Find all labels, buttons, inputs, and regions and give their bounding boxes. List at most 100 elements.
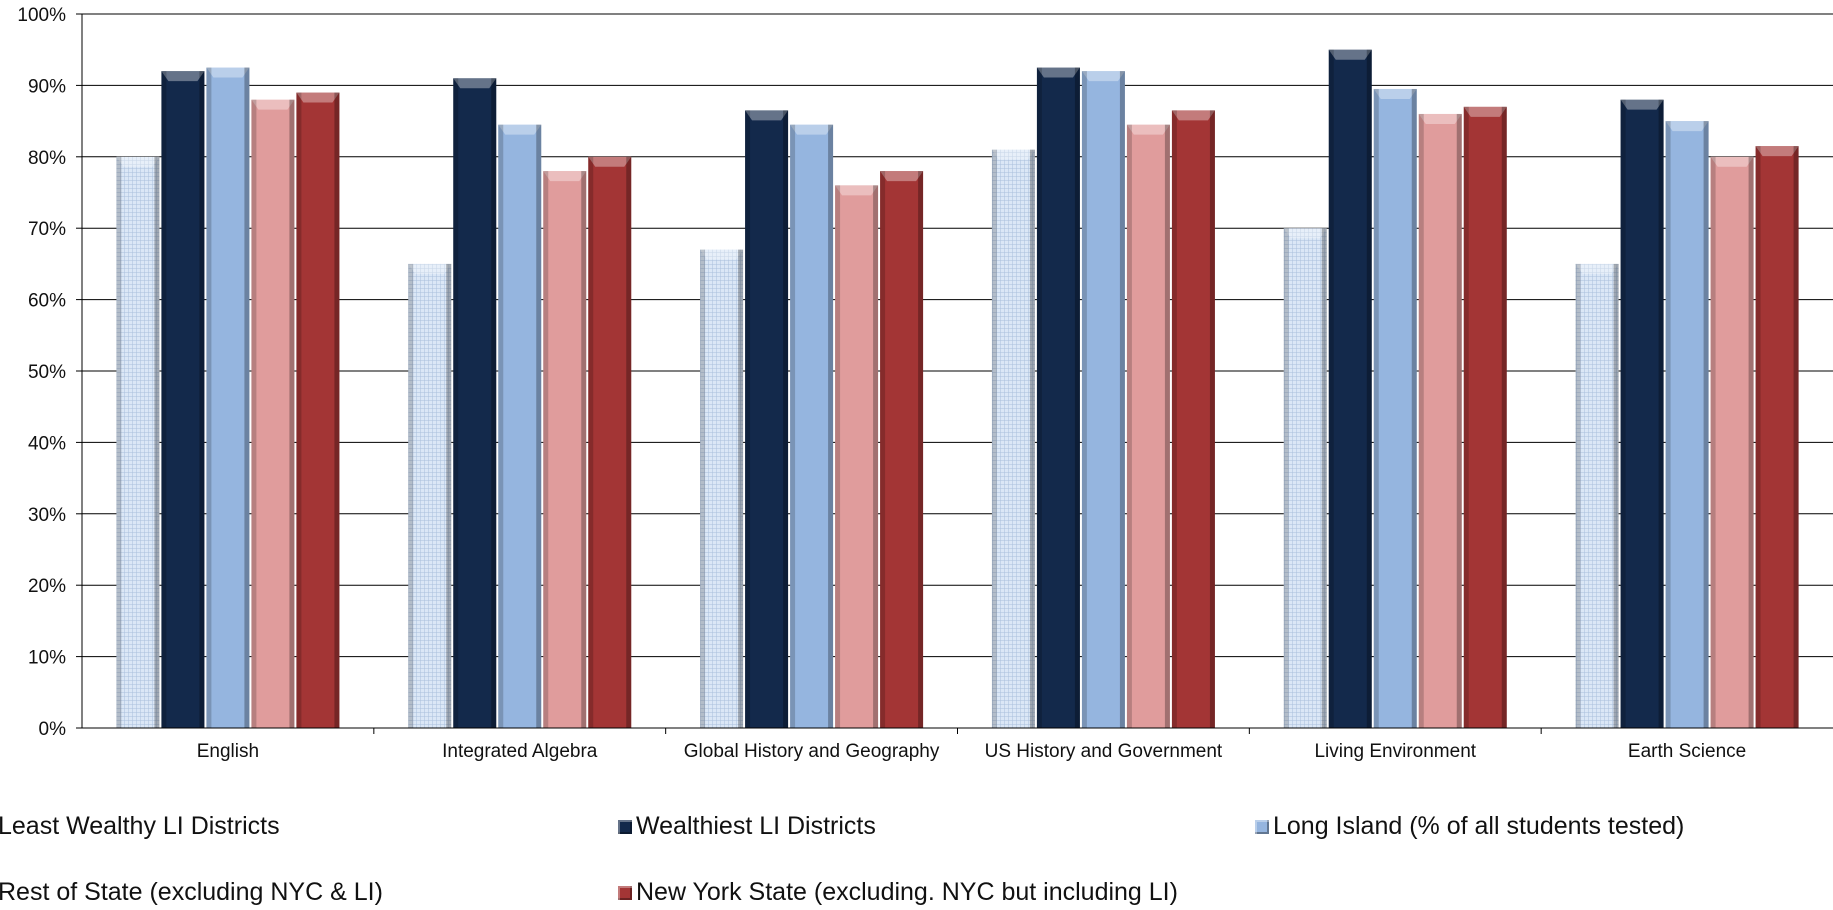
bar-body — [1418, 113, 1462, 728]
x-tick-label: Integrated Algebra — [442, 741, 598, 762]
bar-bevel-top — [1283, 228, 1327, 239]
bar-bevel-top — [543, 171, 587, 182]
bar-bevel-left — [1463, 106, 1469, 728]
bar-body — [1081, 71, 1125, 729]
bar-body — [296, 92, 340, 729]
bar-bevel-top — [1171, 110, 1215, 121]
y-tick-label: 30% — [28, 505, 66, 526]
bar-body — [1171, 110, 1215, 728]
bar-bevel-left — [116, 156, 122, 729]
bar-bevel-left — [1418, 113, 1424, 728]
y-tick-label: 50% — [28, 362, 66, 383]
bar — [1328, 49, 1372, 728]
chart-legend: Least Wealthy LI Districts Wealthiest LI … — [0, 800, 1833, 910]
legend-item: Rest of State (excluding NYC & LI) — [0, 878, 383, 907]
bar-body — [161, 71, 205, 729]
bar-bevel-right — [873, 185, 879, 729]
bar — [1755, 146, 1799, 729]
bar — [206, 67, 250, 729]
bar — [790, 124, 834, 729]
bar-bevel-right — [1074, 67, 1080, 729]
bar-bevel-right — [1456, 113, 1462, 728]
bar-body — [498, 124, 542, 729]
bar-body — [408, 263, 452, 728]
bar-bevel-right — [154, 156, 160, 729]
bar-bevel-top — [700, 249, 744, 260]
bar-bevel-left — [991, 149, 997, 728]
bar — [251, 99, 295, 729]
bar-bevel-left — [1665, 121, 1671, 729]
bar-body — [700, 249, 744, 728]
bar-bevel-right — [244, 67, 250, 729]
bar-bevel-right — [1501, 106, 1507, 728]
bar — [161, 71, 205, 729]
bar-body — [1373, 88, 1417, 729]
bar-bevel-top — [1710, 156, 1754, 167]
bar-body — [880, 171, 924, 728]
bar-bevel-top — [880, 171, 924, 182]
bar-bevel-top — [835, 185, 879, 196]
bar-bevel-left — [206, 67, 212, 729]
chart-plot: 0% 10% 20% 30% 40% 50% 60% 70% 80% 90% 100% English… — [17, 5, 1833, 762]
legend-item: Long Island (% of all students tested) — [1255, 812, 1684, 841]
y-tick-label: 60% — [28, 291, 66, 312]
bar-body — [745, 110, 789, 728]
bar-bevel-right — [918, 171, 924, 728]
bar-body — [206, 67, 250, 729]
bar-body — [453, 78, 497, 728]
bar — [543, 171, 587, 728]
bar-bevel-left — [408, 263, 414, 728]
bar-bevel-left — [543, 171, 549, 728]
bar — [745, 110, 789, 728]
bar — [1126, 124, 1170, 729]
bar-bevel-left — [251, 99, 257, 729]
bar — [498, 124, 542, 729]
legend-swatch — [1255, 819, 1269, 834]
bar-bevel-top — [1328, 49, 1372, 60]
bar-body — [1463, 106, 1507, 728]
bar-bevel-top — [1081, 71, 1125, 82]
bar-bevel-right — [1164, 124, 1170, 729]
bar — [296, 92, 340, 729]
legend-item: Wealthiest LI Districts — [618, 812, 876, 841]
bar-bevel-left — [790, 124, 796, 729]
bar-bevel-top — [1755, 146, 1799, 157]
bar-bevel-right — [1793, 146, 1799, 729]
legend-label: New York State (excluding. NYC but inclu… — [636, 878, 1178, 906]
bar-body — [1620, 99, 1664, 729]
y-tick-label: 20% — [28, 576, 66, 597]
bar — [1283, 228, 1327, 728]
bar-body — [1328, 49, 1372, 728]
bar-bevel-left — [1620, 99, 1626, 729]
legend-label: Long Island (% of all students tested) — [1273, 812, 1685, 840]
bar-bevel-right — [783, 110, 789, 728]
y-tick-label: 10% — [28, 648, 66, 669]
bar-bevel-right — [1321, 228, 1327, 728]
bar — [700, 249, 744, 728]
bar-bevel-left — [1373, 88, 1379, 729]
bar-body — [1755, 146, 1799, 729]
y-tick-label: 80% — [28, 148, 66, 169]
bar-bevel-right — [334, 92, 340, 729]
bar — [1171, 110, 1215, 728]
bar-bevel-right — [738, 249, 744, 728]
bar-bevel-top — [498, 124, 542, 135]
bar-body — [1665, 121, 1709, 729]
bar-bevel-left — [1710, 156, 1716, 729]
bar-body — [588, 156, 632, 729]
bar-bevel-left — [880, 171, 886, 728]
bar-bevel-top — [206, 67, 250, 78]
bar-bevel-left — [1036, 67, 1042, 729]
bar-bevel-top — [251, 99, 295, 110]
bar-body — [991, 149, 1035, 728]
bar-bevel-right — [1029, 149, 1035, 728]
bar — [991, 149, 1035, 728]
bar-bevel-right — [1658, 99, 1664, 729]
bar — [588, 156, 632, 729]
bar-bevel-left — [1126, 124, 1132, 729]
bar-body — [1710, 156, 1754, 729]
bar-bevel-top — [1373, 88, 1417, 99]
x-tick-label: Earth Science — [1628, 741, 1746, 762]
bar-body — [1575, 263, 1619, 728]
bar-bevel-left — [745, 110, 751, 728]
